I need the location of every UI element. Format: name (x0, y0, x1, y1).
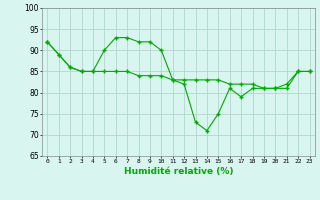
X-axis label: Humidité relative (%): Humidité relative (%) (124, 167, 233, 176)
